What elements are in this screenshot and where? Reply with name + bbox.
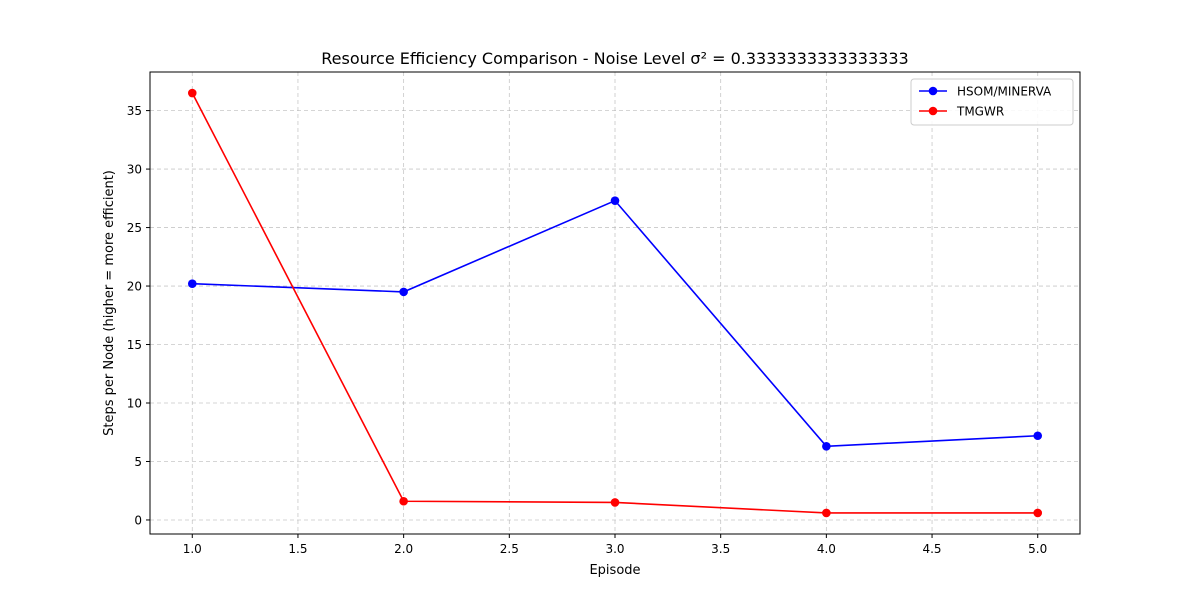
- data-point-hsom-minerva: [1033, 431, 1043, 441]
- y-tick-label: 5: [134, 455, 142, 469]
- x-tick-label: 1.5: [288, 542, 307, 556]
- legend-label-hsom-minerva: HSOM/MINERVA: [957, 85, 1052, 99]
- chart-title: Resource Efficiency Comparison - Noise L…: [321, 49, 908, 68]
- x-tick-label: 4.0: [817, 542, 836, 556]
- data-point-hsom-minerva: [610, 196, 620, 205]
- y-tick-label: 15: [127, 338, 142, 352]
- legend: HSOM/MINERVA TMGWR: [910, 78, 1074, 126]
- x-tick-label: 5.0: [1028, 542, 1047, 556]
- y-tick-label: 10: [127, 397, 142, 411]
- x-tick-label: 2.0: [394, 542, 413, 556]
- legend-marker-hsom-minerva: [928, 86, 938, 96]
- data-point-hsom-minerva: [822, 441, 831, 451]
- y-tick-label: 25: [127, 221, 142, 235]
- x-tick-label: 2.5: [500, 542, 519, 556]
- data-point-tmgwr: [187, 88, 197, 98]
- x-axis-label: Episode: [589, 563, 640, 578]
- y-tick-label: 30: [127, 163, 142, 177]
- x-tick-label: 3.5: [711, 542, 730, 556]
- data-point-tmgwr: [399, 496, 408, 506]
- grid: [150, 72, 1080, 534]
- y-tick-label: 35: [127, 104, 142, 118]
- legend-label-tmgwr: TMGWR: [956, 105, 1004, 119]
- x-tick-label: 4.5: [922, 542, 941, 556]
- data-point-tmgwr: [610, 498, 620, 507]
- x-tick-label: 3.0: [605, 542, 624, 556]
- y-axis-label: Steps per Node (higher = more efficient): [102, 170, 117, 436]
- data-point-hsom-minerva: [187, 279, 197, 289]
- axes: 1.0 1.5 2.0 2.5 3.0 3.5 4.0 4.5 5.0 0 5 10 15 20 25 30 3…: [127, 71, 1081, 556]
- data-point-hsom-minerva: [399, 287, 408, 297]
- x-tick-label: 1.0: [183, 542, 202, 556]
- series-group: [187, 88, 1043, 518]
- data-point-tmgwr: [822, 508, 831, 518]
- legend-box: [910, 78, 1074, 126]
- y-tick-label: 20: [127, 280, 142, 294]
- y-tick-label: 0: [134, 513, 142, 527]
- legend-marker-tmgwr: [928, 106, 938, 116]
- data-point-tmgwr: [1033, 508, 1043, 518]
